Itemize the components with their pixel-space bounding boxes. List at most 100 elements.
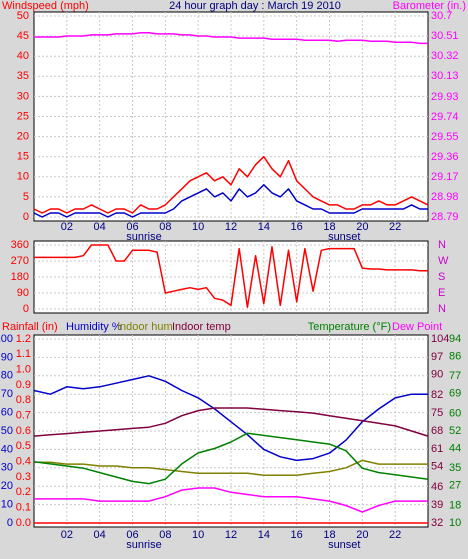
legend-label: Temperature (°F) [308, 321, 391, 333]
annotation: sunset [328, 231, 360, 243]
legend-label: Humidity % [66, 321, 122, 333]
y-tick-label: 35 [17, 70, 29, 82]
y-tick-label: 29.55 [431, 131, 459, 143]
y-tick-label: 15 [17, 151, 29, 163]
y-tick-label: 5 [23, 191, 29, 203]
y-tick-label: 29.93 [431, 91, 459, 103]
x-tick-label: 04 [94, 221, 106, 233]
y-tick-label: 30.32 [431, 50, 459, 62]
x-tick-label: 02 [61, 529, 73, 541]
y-tick-label: 28.79 [431, 211, 459, 223]
y-tick-label: 30 [17, 90, 29, 102]
y-tick-label: 180 [11, 271, 29, 283]
y-tick-label: 20 [1, 480, 13, 492]
y-tick-label: 30.7 [431, 10, 452, 22]
y-tick-label: 39 [431, 499, 443, 511]
y-tick-label: 86 [449, 350, 461, 362]
y-tick-label: 29.17 [431, 171, 459, 183]
data-line [33, 407, 429, 437]
y-tick-label: S [438, 271, 445, 283]
y-tick-label: 270 [11, 255, 29, 267]
y-tick-label: 32 [431, 517, 443, 529]
y-axis-label: Windspeed (mph) [2, 0, 89, 12]
x-tick-label: 22 [389, 221, 401, 233]
x-tick-label: 18 [323, 221, 335, 233]
legend-label: Rainfall (in) [2, 321, 58, 333]
y-tick-label: 25 [17, 110, 29, 122]
y-tick-label: 35 [449, 462, 461, 474]
y-tick-label: 0 [7, 517, 13, 529]
y-tick-label: 80 [1, 370, 13, 382]
y-tick-label: 0.0 [16, 517, 31, 529]
x-tick-label: 16 [291, 529, 303, 541]
legend-label: Dew Point [392, 321, 442, 333]
x-tick-label: 02 [61, 221, 73, 233]
y-tick-label: 90 [431, 369, 443, 381]
y-tick-label: 30.13 [431, 70, 459, 82]
y-tick-label: 10 [17, 171, 29, 183]
y-tick-label: 0.7 [16, 410, 31, 422]
x-tick-label: 10 [192, 221, 204, 233]
y-tick-label: 94 [449, 333, 461, 345]
y-tick-label: 0.9 [16, 379, 31, 391]
y-tick-label: 75 [431, 407, 443, 419]
x-tick-label: 08 [159, 221, 171, 233]
data-line [34, 487, 428, 513]
x-tick-label: 08 [159, 529, 171, 541]
y-tick-label: 0.1 [16, 502, 31, 514]
annotation: sunrise [126, 539, 161, 551]
y-tick-label: 44 [449, 442, 461, 454]
data-line [34, 244, 428, 308]
y-tick-label: 0 [23, 211, 29, 223]
y-tick-label: 82 [431, 389, 443, 401]
annotation: sunrise [126, 231, 161, 243]
x-tick-label: 16 [291, 221, 303, 233]
y-tick-label: 100 [0, 333, 13, 345]
y-tick-label: 30 [1, 462, 13, 474]
data-line [33, 155, 429, 214]
y-tick-label: E [438, 287, 445, 299]
data-line [34, 32, 428, 45]
y-tick-label: 70 [1, 388, 13, 400]
y-tick-label: 90 [17, 287, 29, 299]
y-tick-label: 104 [431, 333, 449, 345]
y-tick-label: N [438, 239, 446, 251]
chart-title: 24 hour graph day : March 19 2010 [169, 0, 341, 12]
y-tick-label: 27 [449, 480, 461, 492]
y-tick-label: 30.51 [431, 30, 459, 42]
x-tick-label: 20 [356, 221, 368, 233]
y-tick-label: 20 [17, 131, 29, 143]
x-tick-label: 04 [94, 529, 106, 541]
y-tick-label: 40 [1, 443, 13, 455]
y-tick-label: 0 [23, 303, 29, 315]
x-tick-label: 20 [356, 529, 368, 541]
x-tick-label: 06 [126, 529, 138, 541]
y-tick-label: 0.5 [16, 440, 31, 452]
y-tick-label: 68 [431, 425, 443, 437]
x-tick-label: 18 [323, 529, 335, 541]
data-line [33, 184, 428, 218]
y-tick-label: 50 [17, 10, 29, 22]
y-tick-label: 60 [1, 407, 13, 419]
x-tick-label: 22 [389, 529, 401, 541]
y2-axis-label: Barometer (in.) [393, 0, 466, 12]
x-tick-label: 06 [126, 221, 138, 233]
y-tick-label: 77 [449, 370, 461, 382]
y-tick-label: 1.2 [16, 333, 31, 345]
y-tick-label: 0.4 [16, 456, 31, 468]
y-tick-label: 29.74 [431, 111, 459, 123]
x-tick-label: 12 [225, 529, 237, 541]
x-tick-label: 14 [258, 529, 270, 541]
y-tick-label: 28.98 [431, 191, 459, 203]
y-tick-label: 45 [17, 30, 29, 42]
legend-label: Indoor hum [117, 321, 173, 333]
y-tick-label: 0.3 [16, 471, 31, 483]
data-line [34, 459, 428, 476]
y-tick-label: 0.6 [16, 425, 31, 437]
y-tick-label: 0.2 [16, 486, 31, 498]
y-tick-label: W [438, 255, 449, 267]
x-tick-label: 10 [192, 529, 204, 541]
y-tick-label: 1.0 [16, 364, 31, 376]
x-tick-label: 14 [258, 221, 270, 233]
